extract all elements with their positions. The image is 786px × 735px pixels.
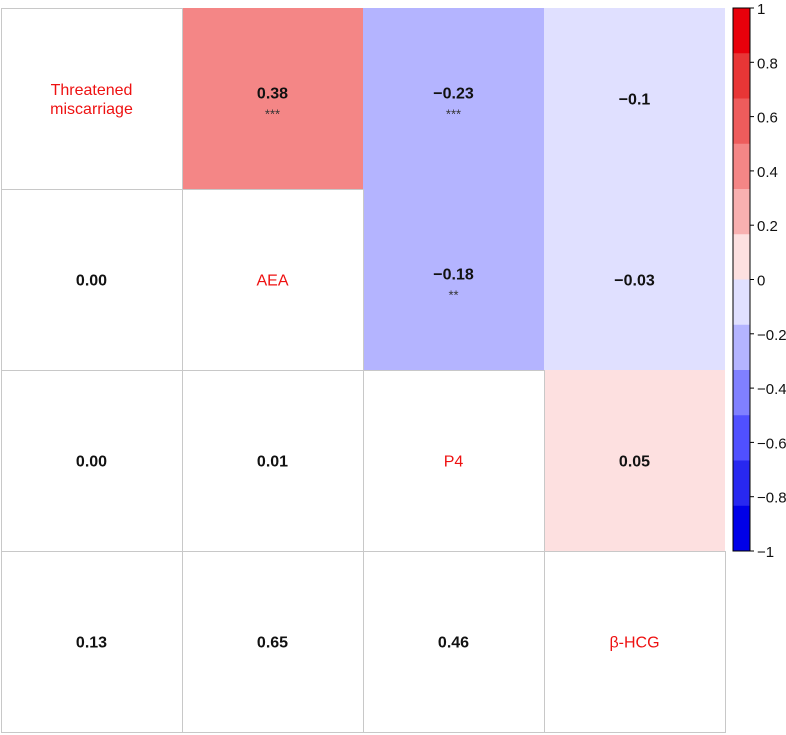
colorbar-bin-2 [733, 98, 750, 145]
colorbar-bin-5 [733, 234, 750, 280]
corr-value-r0-c3: −0.1 [619, 92, 651, 109]
heat-cell-r2-c3 [544, 370, 725, 551]
colorbar-tick-label-6: −0.2 [757, 327, 786, 344]
diag-label-0: Threatened miscarriage [50, 82, 133, 118]
corr-value-r0-c2: −0.23 [433, 86, 474, 103]
colorbar-tick-label-9: −0.8 [757, 490, 786, 507]
heatmap-grid [1, 8, 726, 733]
heatmap-cells [182, 8, 725, 551]
colorbar-bin-4 [733, 189, 750, 235]
colorbar-tick-label-0: 1 [757, 1, 765, 18]
grid-cell-r3-c3 [544, 551, 726, 733]
colorbar-tick-label-4: 0.2 [757, 218, 778, 235]
p-value-r2-c1: 0.01 [257, 454, 288, 471]
corr-value-r1-c2: −0.18 [433, 267, 474, 284]
colorbar-tick-label-8: −0.6 [757, 435, 786, 452]
colorbar-bin-9 [733, 415, 750, 461]
heat-cell-r0-c3 [544, 8, 725, 189]
signif-stars-r0-c1: *** [265, 107, 280, 122]
colorbar-bin-7 [733, 324, 750, 371]
p-value-r3-c1: 0.65 [257, 635, 288, 652]
diag-label-3: β-HCG [609, 635, 659, 652]
diag-label-2: P4 [444, 454, 464, 471]
colorbar-bin-11 [733, 505, 750, 552]
corr-value-r1-c3: −0.03 [614, 273, 655, 290]
colorbar-tick-label-7: −0.4 [757, 381, 786, 398]
colorbar-tick-label-1: 0.8 [757, 55, 778, 72]
corr-value-r2-c3: 0.05 [619, 454, 650, 471]
colorbar: 1 0.8 0.6 0.4 0.2 0 −0.2 −0.4 −0.6 −0.8 −1 [732, 1, 786, 561]
colorbar-bin-1 [733, 53, 750, 99]
p-value-r2-c0: 0.00 [76, 454, 107, 471]
colorbar-bin-0 [733, 8, 750, 54]
signif-stars-r0-c2: *** [446, 107, 461, 122]
colorbar-bin-10 [733, 460, 750, 507]
heat-cell-r1-c2 [363, 189, 544, 370]
grid-cell-r0-c0 [1, 8, 183, 190]
corr-value-r0-c1: 0.38 [257, 86, 288, 103]
diag-label-1: AEA [256, 273, 288, 290]
heat-cell-r0-c1 [182, 8, 363, 189]
colorbar-tick-label-3: 0.4 [757, 164, 778, 181]
heat-cell-r0-c2 [363, 8, 544, 189]
p-value-r1-c0: 0.00 [76, 273, 107, 290]
signif-stars-r1-c2: ** [448, 288, 458, 303]
colorbar-bin-6 [733, 279, 750, 326]
heatmap-labels: Threatened miscarriage AEA P4 β-HCG 0.38 *** −0… [50, 82, 659, 652]
colorbar-bin-3 [733, 143, 750, 190]
colorbar-tick-label-2: 0.6 [757, 110, 778, 127]
p-value-r3-c0: 0.13 [76, 635, 107, 652]
colorbar-tick-label-5: 0 [757, 273, 765, 290]
colorbar-bin-8 [733, 370, 750, 416]
heat-cell-r1-c3 [544, 189, 725, 370]
p-value-r3-c2: 0.46 [438, 635, 469, 652]
colorbar-tick-label-10: −1 [757, 544, 774, 561]
